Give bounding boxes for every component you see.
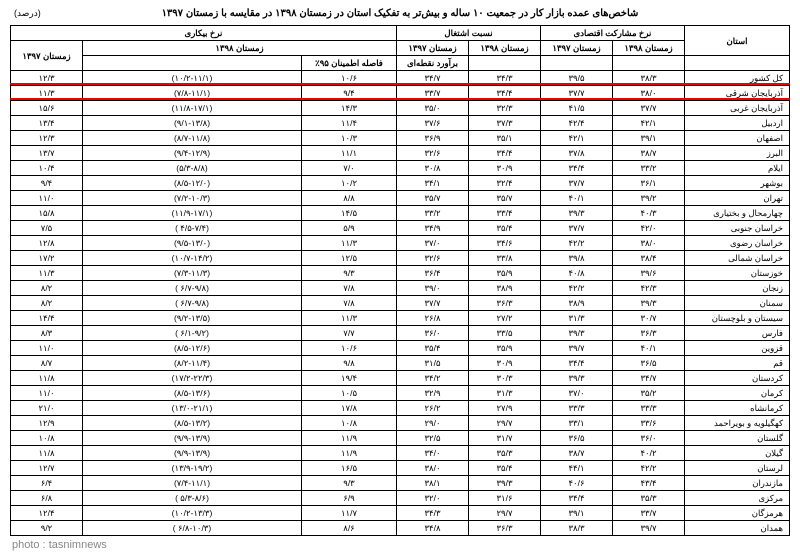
h-ci: فاصله اطمینان ۹۵٪ bbox=[302, 56, 397, 71]
table-row: گلستان۳۶/۰۳۶/۵۳۱/۷۳۲/۵۱۱/۹(۹/۹-۱۳/۹)۱۰/۸ bbox=[11, 431, 790, 446]
h-point: برآورد نقطه‌ای bbox=[397, 56, 469, 71]
header-row-2: زمستان ۱۳۹۸ زمستان ۱۳۹۷ زمستان ۱۳۹۸ زمست… bbox=[11, 41, 790, 56]
table-body: کل کشور۳۸/۳۳۹/۵۳۴/۳۳۴/۷۱۰/۶(۱۰/۲-۱۱/۱)۱۲… bbox=[11, 71, 790, 536]
table-row: تهران۳۹/۲۴۰/۱۳۵/۷۳۵/۷۸/۸(۷/۲-۱۰/۳)۱۱/۰ bbox=[11, 191, 790, 206]
table-row: کرمانشاه۳۳/۳۳۳/۳۲۷/۹۲۶/۲۱۷/۸(۱۳/۰-۲۱/۱)۲… bbox=[11, 401, 790, 416]
col-province: استان bbox=[685, 26, 790, 56]
table-row: خوزستان۳۹/۶۴۰/۸۳۵/۹۳۶/۴۹/۳(۷/۳-۱۱/۳)۱۱/۳ bbox=[11, 266, 790, 281]
table-row: خراسان شمالی۳۸/۴۳۹/۸۳۳/۸۳۲/۶۱۲/۵(۱۰/۷-۱۴… bbox=[11, 251, 790, 266]
h-w98c: زمستان ۱۳۹۸ bbox=[83, 41, 397, 56]
h-w97b: زمستان ۱۳۹۷ bbox=[397, 41, 469, 56]
header-row-1: استان نرخ مشارکت اقتصادی نسبت اشتغال نرخ… bbox=[11, 26, 790, 41]
header-row-3: برآورد نقطه‌ای فاصله اطمینان ۹۵٪ bbox=[11, 56, 790, 71]
col-unemployment: نرخ بیکاری bbox=[11, 26, 397, 41]
col-employment: نسبت اشتغال bbox=[397, 26, 541, 41]
col-participation: نرخ مشارکت اقتصادی bbox=[541, 26, 685, 41]
table-title: شاخص‌های عمده بازار کار در جمعیت ۱۰ ساله… bbox=[10, 8, 790, 19]
table-row: بوشهر۳۶/۱۳۷/۷۳۲/۴۳۴/۱۱۰/۲(۸/۵-۱۲/۰)۹/۴ bbox=[11, 176, 790, 191]
table-row: کردستان۳۴/۷۳۹/۳۳۰/۳۳۴/۲۱۹/۴(۱۷/۲-۲۲/۳)۱۱… bbox=[11, 371, 790, 386]
table-row: زنجان۴۲/۳۴۲/۲۳۸/۹۳۹/۰۷/۸(۶/۷-۹/۸ )۸/۲ bbox=[11, 281, 790, 296]
table-row: البرز۳۸/۷۳۷/۸۳۴/۴۳۲/۶۱۱/۱(۹/۴-۱۲/۹)۱۳/۷ bbox=[11, 146, 790, 161]
unit-label: (درصد) bbox=[14, 8, 41, 19]
table-row: قزوین۴۰/۱۳۹/۷۳۵/۹۳۵/۴۱۰/۶(۸/۵-۱۲/۶)۱۱/۰ bbox=[11, 341, 790, 356]
table-row: ایلام۳۳/۲۳۴/۴۳۰/۹۳۰/۸۷/۰(۵/۳-۸/۸)۱۰/۴ bbox=[11, 161, 790, 176]
table-row: لرستان۴۲/۲۴۴/۱۳۵/۴۳۸/۰۱۶/۵(۱۳/۹-۱۹/۲)۱۲/… bbox=[11, 461, 790, 476]
h-w97a: زمستان ۱۳۹۷ bbox=[541, 41, 613, 56]
table-row: کهگیلویه و بویراحمد۳۳/۶۳۳/۱۲۹/۷۲۹/۰۱۰/۸(… bbox=[11, 416, 790, 431]
table-row: کرمان۳۵/۲۳۷/۰۳۱/۳۳۲/۹۱۰/۵(۸/۵-۱۳/۶)۱۱/۰ bbox=[11, 386, 790, 401]
table-row: اردبیل۴۲/۱۴۲/۴۳۷/۳۳۷/۶۱۱/۴(۹/۱-۱۳/۸)۱۳/۴ bbox=[11, 116, 790, 131]
highlight-top bbox=[10, 83, 790, 85]
h-w98a: زمستان ۱۳۹۸ bbox=[613, 41, 685, 56]
table-row: اصفهان۳۹/۱۴۲/۱۳۵/۱۳۶/۹۱۰/۳(۸/۷-۱۱/۸)۱۲/۳ bbox=[11, 131, 790, 146]
table-row: قم۳۶/۵۳۴/۴۳۰/۹۳۱/۵۹/۸(۸/۲-۱۱/۴)۸/۷ bbox=[11, 356, 790, 371]
table-row: سمنان۳۹/۳۳۸/۹۳۶/۳۳۷/۷۷/۸(۶/۷-۹/۸ )۸/۲ bbox=[11, 296, 790, 311]
table-row: مازندران۴۳/۴۴۰/۶۳۹/۳۳۸/۱۹/۳(۷/۴-۱۱/۱)۶/۴ bbox=[11, 476, 790, 491]
table-row: همدان۳۹/۷۳۸/۳۳۶/۳۳۴/۸۸/۶(۶/۸-۱۰/۳ )۹/۲ bbox=[11, 521, 790, 536]
h-w97c: زمستان ۱۳۹۷ bbox=[11, 41, 83, 71]
table-row: خراسان جنوبی۴۲/۰۳۷/۷۳۵/۴۳۴/۹۵/۹(۴/۵-۷/۴ … bbox=[11, 221, 790, 236]
table-row: فارس۳۶/۳۳۹/۳۳۳/۵۳۶/۰۷/۷(۶/۱-۹/۲ )۸/۳ bbox=[11, 326, 790, 341]
table-row: سیستان و بلوچستان۳۰/۷۳۱/۳۲۷/۲۲۶/۸۱۱/۳(۹/… bbox=[11, 311, 790, 326]
table-row: چهارمحال و بختیاری۴۰/۳۳۹/۳۳۳/۴۳۳/۲۱۴/۵(۱… bbox=[11, 206, 790, 221]
table-row: آذربایجان غربی۳۷/۷۴۱/۵۳۲/۳۳۵/۰۱۴/۳(۱۱/۸-… bbox=[11, 101, 790, 116]
h-w98b: زمستان ۱۳۹۸ bbox=[469, 41, 541, 56]
watermark: photo : tasnimnews bbox=[12, 539, 107, 551]
table-row: هرمزگان۳۳/۷۳۹/۱۲۹/۷۳۴/۳۱۱/۷(۱۰/۲-۱۳/۳)۱۲… bbox=[11, 506, 790, 521]
table-row: مرکزی۳۵/۳۳۴/۴۳۱/۶۳۲/۰۶/۹(۵/۳-۸/۶ )۶/۸ bbox=[11, 491, 790, 506]
table-row: گیلان۴۰/۲۳۸/۷۳۵/۳۳۴/۰۱۱/۹(۹/۹-۱۳/۹)۱۱/۸ bbox=[11, 446, 790, 461]
data-table: استان نرخ مشارکت اقتصادی نسبت اشتغال نرخ… bbox=[10, 25, 790, 536]
table-row: خراسان رضوی۳۸/۰۴۲/۲۳۴/۶۳۷/۰۱۱/۳(۹/۵-۱۳/۰… bbox=[11, 236, 790, 251]
highlight-bottom bbox=[10, 98, 790, 100]
